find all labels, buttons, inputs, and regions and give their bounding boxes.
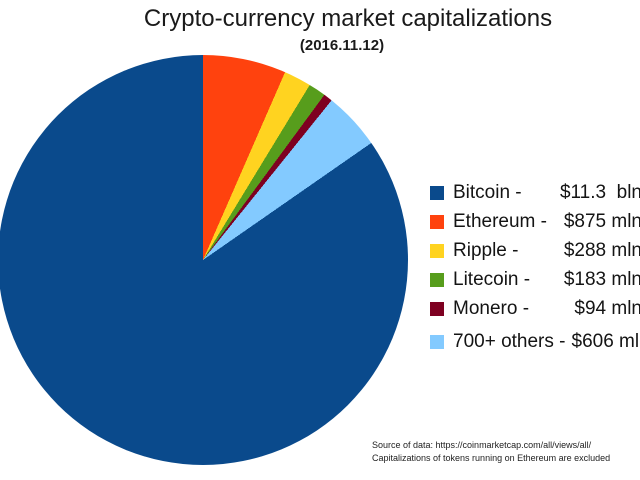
legend-label: Ripple - <box>453 240 519 261</box>
legend-label: Ethereum - <box>453 211 547 232</box>
chart-title: Crypto-currency market capitalizations <box>143 5 553 32</box>
legend-item-ethereum: Ethereum - $875 mln <box>430 211 640 232</box>
source-line-2: Capitalizations of tokens running on Eth… <box>372 453 611 463</box>
litecoin-color-swatch <box>430 273 444 287</box>
chart-subtitle: (2016.11.12) <box>299 37 385 54</box>
source-note: Source of data: https://coinmarketcap.co… <box>372 439 610 465</box>
legend-label: Bitcoin - <box>453 182 522 203</box>
legend-value: $875 mln <box>563 211 640 232</box>
legend-value: $183 mln <box>563 269 640 290</box>
legend-value: $606 mln <box>571 331 640 352</box>
legend-label: Litecoin - <box>453 269 531 290</box>
legend-label: Monero - <box>453 298 530 319</box>
ripple-color-swatch <box>430 244 444 258</box>
legend: Bitcoin - $11.3 bln Ethereum - $875 mln … <box>430 182 640 361</box>
others-color-swatch <box>430 335 444 349</box>
legend-value: $11.3 bln <box>559 182 640 203</box>
legend-item-litecoin: Litecoin - $183 mln <box>430 269 640 290</box>
legend-label: 700+ others - <box>453 331 566 352</box>
source-line-1: Source of data: https://coinmarketcap.co… <box>372 440 592 450</box>
legend-item-bitcoin: Bitcoin - $11.3 bln <box>430 182 640 203</box>
ethereum-color-swatch <box>430 215 444 229</box>
legend-value: $94 mln <box>574 298 640 319</box>
legend-value: $288 mln <box>563 240 640 261</box>
legend-item-ripple: Ripple - $288 mln <box>430 240 640 261</box>
bitcoin-color-swatch <box>430 186 444 200</box>
legend-item-monero: Monero - $94 mln <box>430 298 640 319</box>
pie-chart <box>0 55 408 465</box>
monero-color-swatch <box>430 302 444 316</box>
legend-item-others: 700+ others - $606 mln <box>430 331 640 352</box>
